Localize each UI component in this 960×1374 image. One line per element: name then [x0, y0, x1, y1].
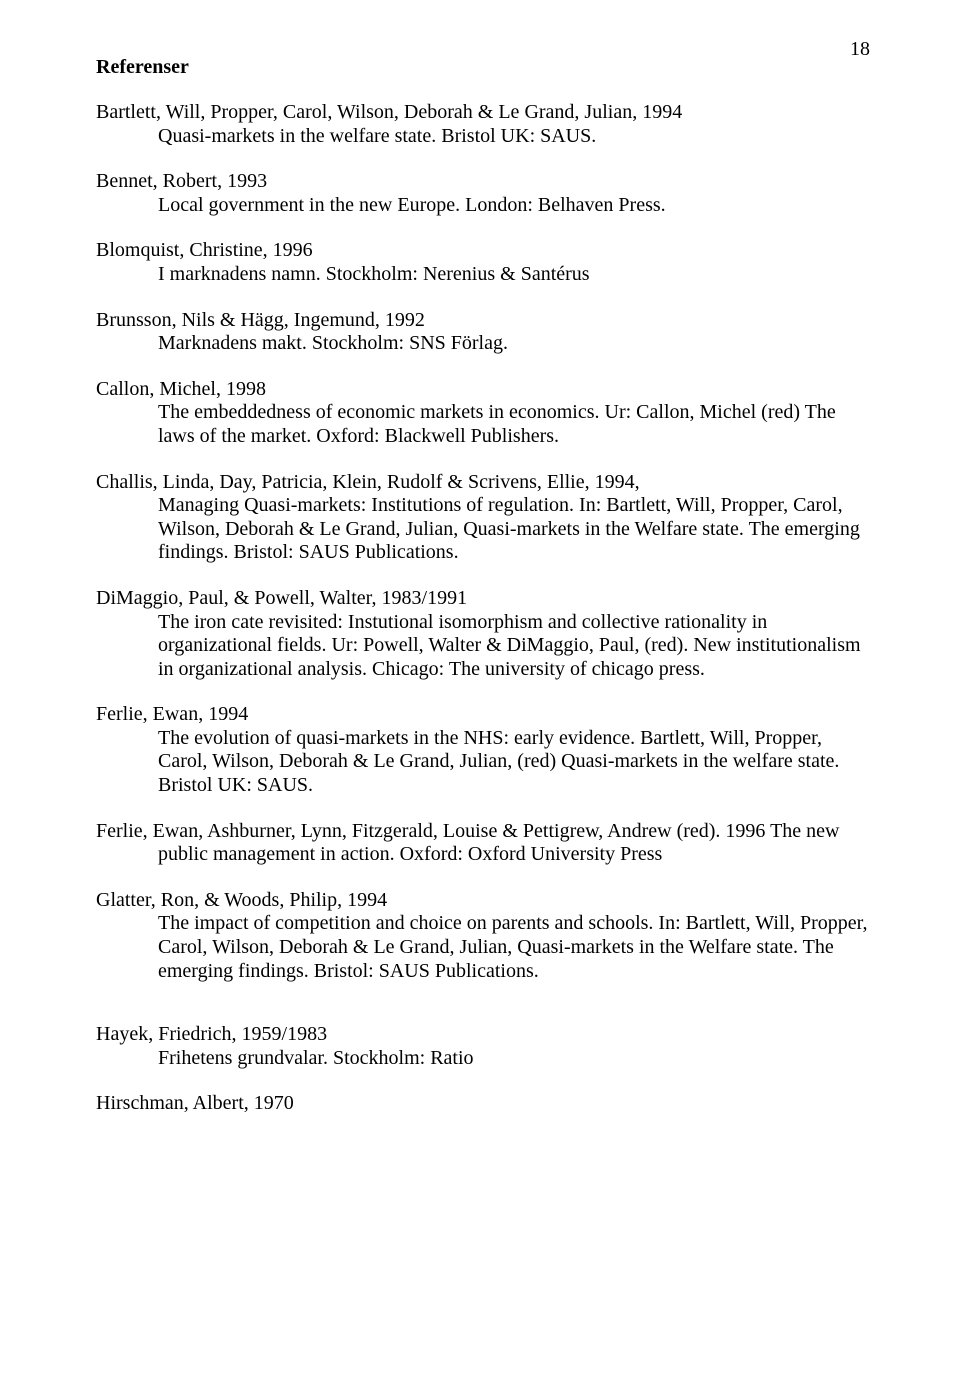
reference-firstline: Glatter, Ron, & Woods, Philip, 1994 — [96, 889, 870, 913]
reference-entry: Hayek, Friedrich, 1959/1983Frihetens gru… — [96, 1023, 870, 1070]
reference-firstline: Ferlie, Ewan, 1994 — [96, 703, 870, 727]
reference-firstline: Challis, Linda, Day, Patricia, Klein, Ru… — [96, 471, 870, 495]
references-heading: Referenser — [96, 56, 870, 79]
document-page: 18 Referenser Bartlett, Will, Propper, C… — [0, 0, 960, 1374]
reference-firstline: Blomquist, Christine, 1996 — [96, 239, 870, 263]
reference-body: Frihetens grundvalar. Stockholm: Ratio — [96, 1047, 870, 1071]
reference-entry: Challis, Linda, Day, Patricia, Klein, Ru… — [96, 471, 870, 565]
reference-body: The evolution of quasi-markets in the NH… — [96, 727, 870, 798]
reference-firstline: Bartlett, Will, Propper, Carol, Wilson, … — [96, 101, 870, 125]
reference-entry: Callon, Michel, 1998The embeddedness of … — [96, 378, 870, 449]
reference-entry: Bartlett, Will, Propper, Carol, Wilson, … — [96, 101, 870, 148]
reference-entry: Ferlie, Ewan, Ashburner, Lynn, Fitzgeral… — [96, 820, 870, 867]
reference-entry: Blomquist, Christine, 1996I marknadens n… — [96, 239, 870, 286]
reference-body: I marknadens namn. Stockholm: Nerenius &… — [96, 263, 870, 287]
reference-entry: DiMaggio, Paul, & Powell, Walter, 1983/1… — [96, 587, 870, 681]
reference-body: The iron cate revisited: Instutional iso… — [96, 611, 870, 682]
reference-entry: Hirschman, Albert, 1970 — [96, 1092, 870, 1116]
reference-entry: Brunsson, Nils & Hägg, Ingemund, 1992Mar… — [96, 309, 870, 356]
references-list: Bartlett, Will, Propper, Carol, Wilson, … — [96, 101, 870, 1116]
reference-entry: Ferlie, Ewan, 1994The evolution of quasi… — [96, 703, 870, 797]
reference-firstline: Brunsson, Nils & Hägg, Ingemund, 1992 — [96, 309, 870, 333]
reference-firstline: Hirschman, Albert, 1970 — [96, 1092, 870, 1116]
reference-body: Local government in the new Europe. Lond… — [96, 194, 870, 218]
reference-firstline: DiMaggio, Paul, & Powell, Walter, 1983/1… — [96, 587, 870, 611]
reference-firstline: Callon, Michel, 1998 — [96, 378, 870, 402]
reference-body: public management in action. Oxford: Oxf… — [96, 843, 870, 867]
reference-firstline: Ferlie, Ewan, Ashburner, Lynn, Fitzgeral… — [96, 820, 870, 844]
reference-firstline: Bennet, Robert, 1993 — [96, 170, 870, 194]
reference-body: Marknadens makt. Stockholm: SNS Förlag. — [96, 332, 870, 356]
reference-body: Managing Quasi-markets: Institutions of … — [96, 494, 870, 565]
reference-body: The impact of competition and choice on … — [96, 912, 870, 983]
reference-firstline: Hayek, Friedrich, 1959/1983 — [96, 1023, 870, 1047]
reference-body: The embeddedness of economic markets in … — [96, 401, 870, 448]
reference-entry: Glatter, Ron, & Woods, Philip, 1994The i… — [96, 889, 870, 983]
reference-body: Quasi-markets in the welfare state. Bris… — [96, 125, 870, 149]
reference-entry: Bennet, Robert, 1993Local government in … — [96, 170, 870, 217]
page-number: 18 — [850, 38, 870, 61]
